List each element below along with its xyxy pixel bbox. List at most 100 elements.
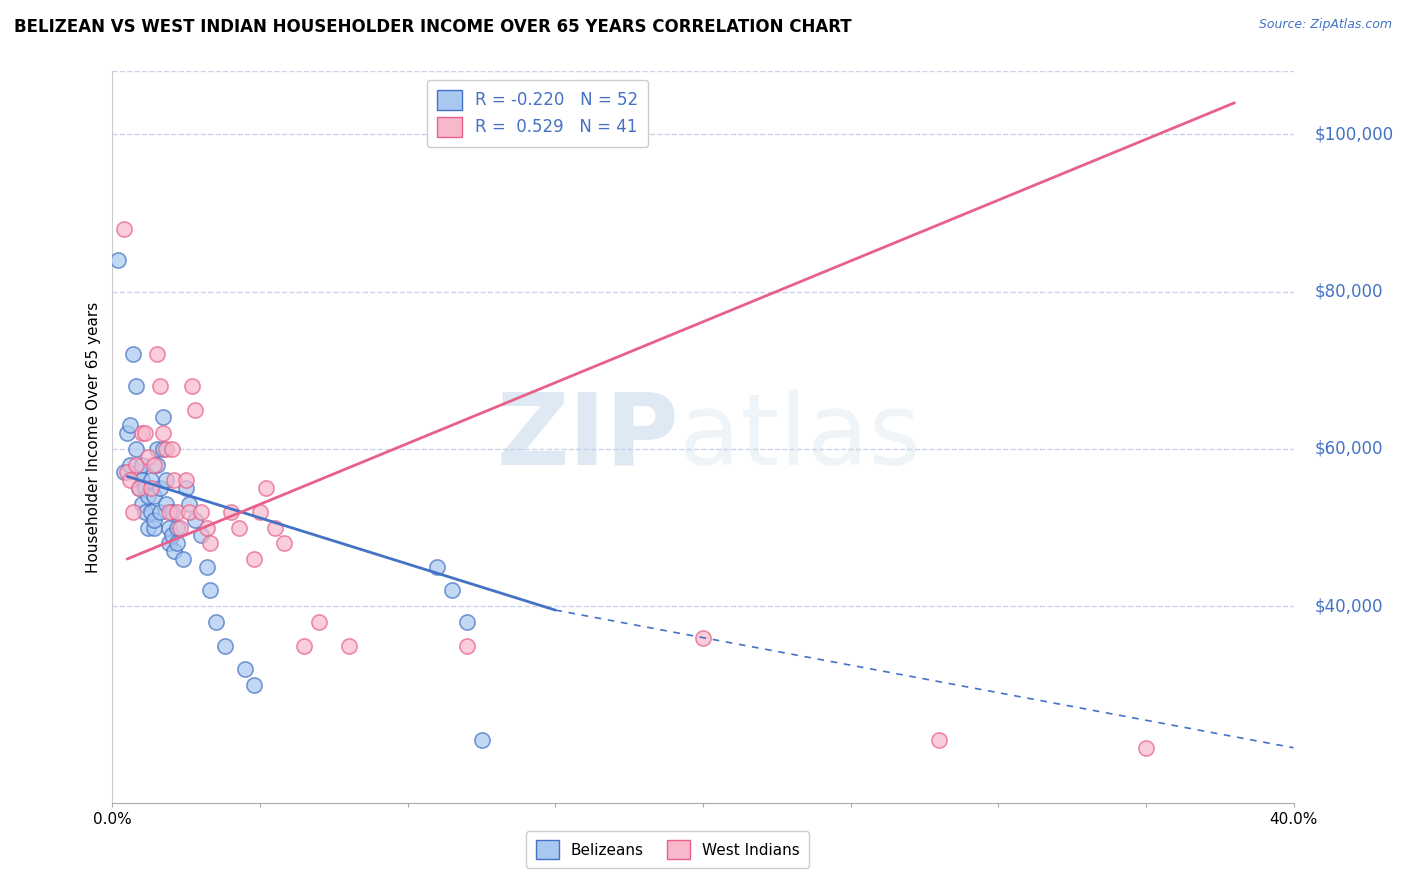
Point bbox=[134, 426, 156, 441]
Point bbox=[179, 505, 201, 519]
Point bbox=[166, 520, 188, 534]
Point bbox=[198, 536, 221, 550]
Point bbox=[1135, 740, 1157, 755]
Point bbox=[243, 678, 266, 692]
Text: ZIP: ZIP bbox=[496, 389, 679, 485]
Point bbox=[122, 347, 145, 361]
Point bbox=[128, 481, 150, 495]
Point bbox=[134, 505, 156, 519]
Point bbox=[146, 458, 169, 472]
Point bbox=[142, 489, 165, 503]
Point bbox=[131, 458, 153, 472]
Point bbox=[146, 442, 169, 456]
Point bbox=[139, 473, 162, 487]
Point bbox=[136, 520, 159, 534]
Point bbox=[163, 473, 186, 487]
Point bbox=[166, 505, 188, 519]
Point bbox=[155, 497, 177, 511]
Point bbox=[169, 520, 191, 534]
Point bbox=[107, 253, 129, 268]
Point bbox=[190, 528, 212, 542]
Point bbox=[692, 631, 714, 645]
Point bbox=[157, 505, 180, 519]
Point bbox=[456, 639, 478, 653]
Point bbox=[470, 732, 494, 747]
Point bbox=[928, 732, 950, 747]
Point bbox=[163, 544, 186, 558]
Point bbox=[131, 426, 153, 441]
Text: BELIZEAN VS WEST INDIAN HOUSEHOLDER INCOME OVER 65 YEARS CORRELATION CHART: BELIZEAN VS WEST INDIAN HOUSEHOLDER INCO… bbox=[14, 18, 852, 36]
Text: $60,000: $60,000 bbox=[1315, 440, 1384, 458]
Text: $100,000: $100,000 bbox=[1315, 125, 1393, 144]
Point bbox=[166, 536, 188, 550]
Point bbox=[243, 552, 266, 566]
Point bbox=[112, 466, 135, 480]
Point bbox=[131, 473, 153, 487]
Point bbox=[142, 520, 165, 534]
Point bbox=[149, 481, 172, 495]
Point bbox=[146, 347, 169, 361]
Point bbox=[112, 221, 135, 235]
Point bbox=[181, 379, 204, 393]
Point bbox=[184, 513, 207, 527]
Point bbox=[174, 473, 197, 487]
Point bbox=[337, 639, 360, 653]
Point bbox=[172, 552, 194, 566]
Point bbox=[120, 458, 142, 472]
Text: Source: ZipAtlas.com: Source: ZipAtlas.com bbox=[1258, 18, 1392, 31]
Point bbox=[160, 528, 183, 542]
Point bbox=[117, 426, 138, 441]
Point bbox=[152, 442, 174, 456]
Point bbox=[195, 559, 218, 574]
Point bbox=[219, 505, 242, 519]
Point bbox=[228, 520, 250, 534]
Point bbox=[184, 402, 207, 417]
Point bbox=[308, 615, 330, 629]
Point bbox=[139, 505, 162, 519]
Point bbox=[149, 505, 172, 519]
Point bbox=[160, 505, 183, 519]
Point bbox=[125, 442, 148, 456]
Point bbox=[125, 379, 148, 393]
Point bbox=[157, 536, 180, 550]
Point bbox=[160, 442, 183, 456]
Point bbox=[122, 505, 145, 519]
Point bbox=[254, 481, 277, 495]
Legend: Belizeans, West Indians: Belizeans, West Indians bbox=[526, 831, 808, 868]
Point bbox=[456, 615, 478, 629]
Point bbox=[179, 497, 201, 511]
Point bbox=[120, 473, 142, 487]
Point bbox=[190, 505, 212, 519]
Point bbox=[136, 450, 159, 464]
Point bbox=[198, 583, 221, 598]
Point bbox=[131, 497, 153, 511]
Point bbox=[264, 520, 287, 534]
Y-axis label: Householder Income Over 65 years: Householder Income Over 65 years bbox=[86, 301, 101, 573]
Point bbox=[195, 520, 218, 534]
Point bbox=[292, 639, 315, 653]
Point bbox=[128, 481, 150, 495]
Text: $80,000: $80,000 bbox=[1315, 283, 1384, 301]
Point bbox=[142, 458, 165, 472]
Point bbox=[273, 536, 295, 550]
Point bbox=[152, 410, 174, 425]
Text: $40,000: $40,000 bbox=[1315, 597, 1384, 615]
Text: atlas: atlas bbox=[679, 389, 921, 485]
Point bbox=[155, 442, 177, 456]
Point bbox=[142, 513, 165, 527]
Point bbox=[128, 466, 150, 480]
Point bbox=[139, 481, 162, 495]
Point bbox=[249, 505, 271, 519]
Point bbox=[214, 639, 236, 653]
Point bbox=[136, 489, 159, 503]
Point bbox=[157, 520, 180, 534]
Point bbox=[233, 662, 256, 676]
Point bbox=[149, 379, 172, 393]
Point bbox=[125, 458, 148, 472]
Point bbox=[205, 615, 228, 629]
Point bbox=[426, 559, 449, 574]
Point bbox=[152, 426, 174, 441]
Point bbox=[134, 481, 156, 495]
Point bbox=[174, 481, 197, 495]
Point bbox=[120, 418, 142, 433]
